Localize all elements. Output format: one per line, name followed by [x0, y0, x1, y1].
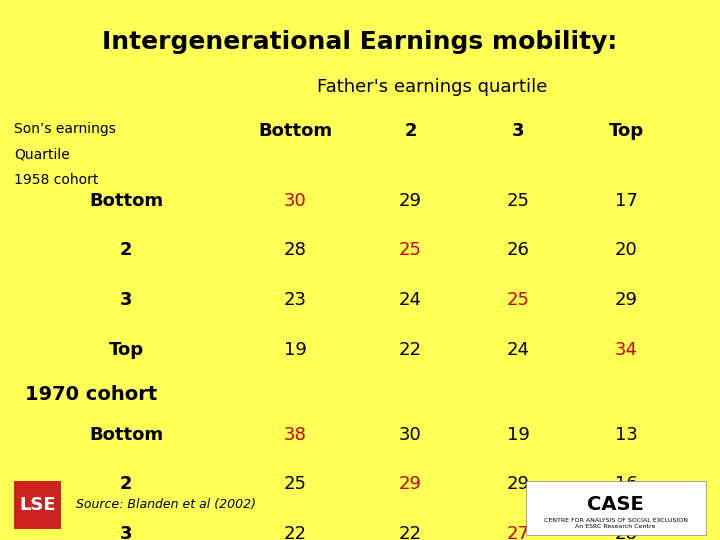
Text: 25: 25 [507, 192, 530, 210]
Text: Source: Blanden et al (2002): Source: Blanden et al (2002) [76, 498, 256, 511]
Text: 1958 cohort: 1958 cohort [14, 173, 99, 187]
Text: 30: 30 [284, 192, 307, 210]
Text: 28: 28 [284, 241, 307, 259]
Text: 25: 25 [399, 241, 422, 259]
Text: 28: 28 [615, 525, 638, 540]
Text: 20: 20 [615, 241, 638, 259]
Text: 38: 38 [284, 426, 307, 443]
Text: 2: 2 [404, 122, 417, 139]
Text: Top: Top [109, 341, 143, 359]
Text: 22: 22 [284, 525, 307, 540]
FancyBboxPatch shape [14, 481, 61, 529]
Text: 19: 19 [507, 426, 530, 443]
Text: 27: 27 [507, 525, 530, 540]
Text: 34: 34 [615, 341, 638, 359]
Text: 13: 13 [615, 426, 638, 443]
Text: 1970 cohort: 1970 cohort [25, 385, 158, 404]
Text: 2: 2 [120, 241, 132, 259]
Text: 2: 2 [120, 475, 132, 493]
Text: 22: 22 [399, 525, 422, 540]
Text: Bottom: Bottom [258, 122, 332, 139]
Text: Intergenerational Earnings mobility:: Intergenerational Earnings mobility: [102, 30, 618, 53]
Text: 24: 24 [507, 341, 530, 359]
Text: 25: 25 [507, 291, 530, 309]
Text: Top: Top [609, 122, 644, 139]
Text: 22: 22 [399, 341, 422, 359]
Text: 29: 29 [507, 475, 530, 493]
Text: 17: 17 [615, 192, 638, 210]
Text: 29: 29 [399, 192, 422, 210]
Text: LSE: LSE [19, 496, 56, 514]
Text: Father's earnings quartile: Father's earnings quartile [317, 78, 547, 96]
Text: CENTRE FOR ANALYSIS OF SOCIAL EXCLUSION
An ESRC Research Centre: CENTRE FOR ANALYSIS OF SOCIAL EXCLUSION … [544, 518, 688, 529]
Text: 3: 3 [512, 122, 525, 139]
Text: 25: 25 [284, 475, 307, 493]
Text: Son’s earnings: Son’s earnings [14, 122, 116, 136]
Text: 23: 23 [284, 291, 307, 309]
Text: 29: 29 [615, 291, 638, 309]
Text: Quartile: Quartile [14, 147, 70, 161]
Text: Bottom: Bottom [89, 192, 163, 210]
FancyBboxPatch shape [526, 481, 706, 535]
Text: 3: 3 [120, 291, 132, 309]
Text: 30: 30 [399, 426, 422, 443]
Text: 24: 24 [399, 291, 422, 309]
Text: 3: 3 [120, 525, 132, 540]
Text: 19: 19 [284, 341, 307, 359]
Text: CASE: CASE [588, 495, 644, 515]
Text: 26: 26 [507, 241, 530, 259]
Text: 29: 29 [399, 475, 422, 493]
Text: 16: 16 [615, 475, 638, 493]
Text: Bottom: Bottom [89, 426, 163, 443]
